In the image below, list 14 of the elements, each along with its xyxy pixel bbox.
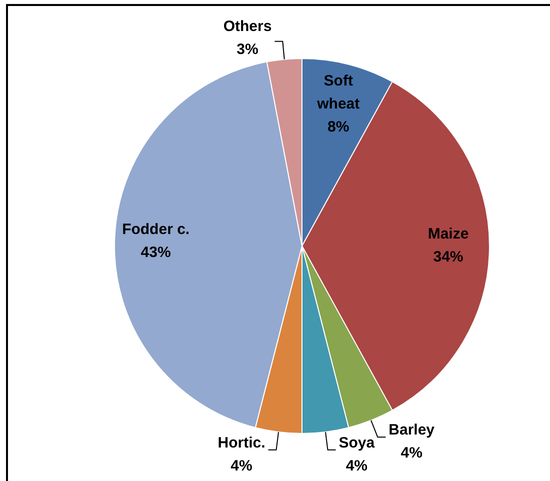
slice-label: Others bbox=[223, 18, 272, 36]
data-label: 4% bbox=[230, 458, 252, 475]
data-label: 43% bbox=[140, 244, 171, 262]
data-label: 34% bbox=[433, 248, 464, 266]
slice-label: Hortic. bbox=[218, 434, 266, 452]
slice-label: Maize bbox=[428, 226, 469, 243]
slice-label: Barley bbox=[388, 422, 436, 439]
data-label: 8% bbox=[328, 118, 350, 136]
slice-label: Soft wheat bbox=[316, 72, 360, 112]
data-label: 4% bbox=[400, 444, 422, 462]
data-label: 3% bbox=[236, 41, 258, 58]
slice-label: Soya bbox=[338, 434, 376, 452]
data-label: 4% bbox=[346, 458, 368, 475]
slice-label: Fodder c. bbox=[122, 221, 190, 238]
